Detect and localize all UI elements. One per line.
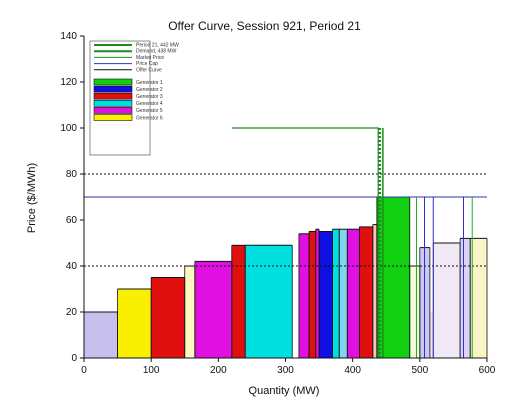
- legend-swatch-label-4: Generator 4: [136, 101, 163, 107]
- y-tick-label-4: 60: [66, 215, 78, 226]
- legend-swatch-5: [94, 107, 132, 113]
- offer-block-2: [118, 289, 152, 358]
- offer-block-16: [373, 225, 377, 358]
- x-tick-label-6: 500: [411, 365, 428, 376]
- y-tick-label-6: 100: [60, 123, 77, 134]
- legend-swatch-label-3: Generator 3: [136, 94, 163, 100]
- legend-swatch-label-2: Generator 2: [136, 87, 163, 93]
- x-tick-label-4: 300: [277, 365, 294, 376]
- y-tick-label-7: 120: [60, 77, 77, 88]
- offer-block-17: [377, 197, 410, 358]
- offer-block-20: [433, 243, 460, 358]
- offer-block-13: [339, 229, 347, 358]
- legend-swatch-6: [94, 115, 132, 121]
- x-tick-label-1: 0: [81, 365, 87, 376]
- offer-block-21: [460, 238, 470, 358]
- offer-block-1: [84, 312, 118, 358]
- legend-line-label-3: Market Price: [136, 55, 164, 61]
- offer-block-11: [319, 232, 332, 359]
- legend-line-label-4: Price Cap: [136, 61, 158, 67]
- legend-line-label-1: Period 21, 442 MW: [136, 43, 179, 49]
- offer-block-9: [309, 232, 316, 359]
- offer-block-14: [347, 229, 359, 358]
- y-tick-label-3: 40: [66, 261, 78, 272]
- offer-block-8: [299, 234, 309, 358]
- legend-swatch-3: [94, 93, 132, 99]
- x-tick-label-5: 400: [344, 365, 361, 376]
- legend-swatch-label-1: Generator 1: [136, 80, 163, 86]
- legend-line-label-2: Demand, 438 MW: [136, 49, 177, 55]
- offer-blocks: [84, 197, 487, 358]
- offer-block-18: [410, 266, 420, 358]
- chart-title: Offer Curve, Session 921, Period 21: [168, 19, 361, 33]
- y-tick-label-8: 140: [60, 31, 77, 42]
- y-tick-label-5: 80: [66, 169, 78, 180]
- legend-line-label-5: Offer Curve: [136, 67, 162, 73]
- x-tick-label-7: 600: [479, 365, 496, 376]
- y-tick-label-2: 20: [66, 307, 78, 318]
- offer-block-5: [195, 261, 232, 358]
- offer-block-10: [316, 229, 319, 358]
- x-tick-label-3: 200: [210, 365, 227, 376]
- offer-block-22: [470, 238, 487, 358]
- legend-swatch-1: [94, 79, 132, 85]
- y-tick-label-1: 0: [71, 353, 77, 364]
- offer-block-12: [333, 229, 340, 358]
- offer-block-4: [185, 266, 195, 358]
- legend-swatch-2: [94, 86, 132, 92]
- legend-swatch-label-5: Generator 5: [136, 108, 163, 114]
- offer-block-7: [245, 245, 292, 358]
- offer-block-3: [151, 278, 185, 359]
- y-axis-label: Price ($/MWh): [26, 163, 38, 233]
- legend-swatch-4: [94, 100, 132, 106]
- offer-block-15: [359, 227, 372, 358]
- offer-block-6: [232, 245, 245, 358]
- x-tick-label-2: 100: [143, 365, 160, 376]
- legend-swatch-label-6: Generator 6: [136, 115, 163, 121]
- x-axis-label: Quantity (MW): [249, 385, 320, 397]
